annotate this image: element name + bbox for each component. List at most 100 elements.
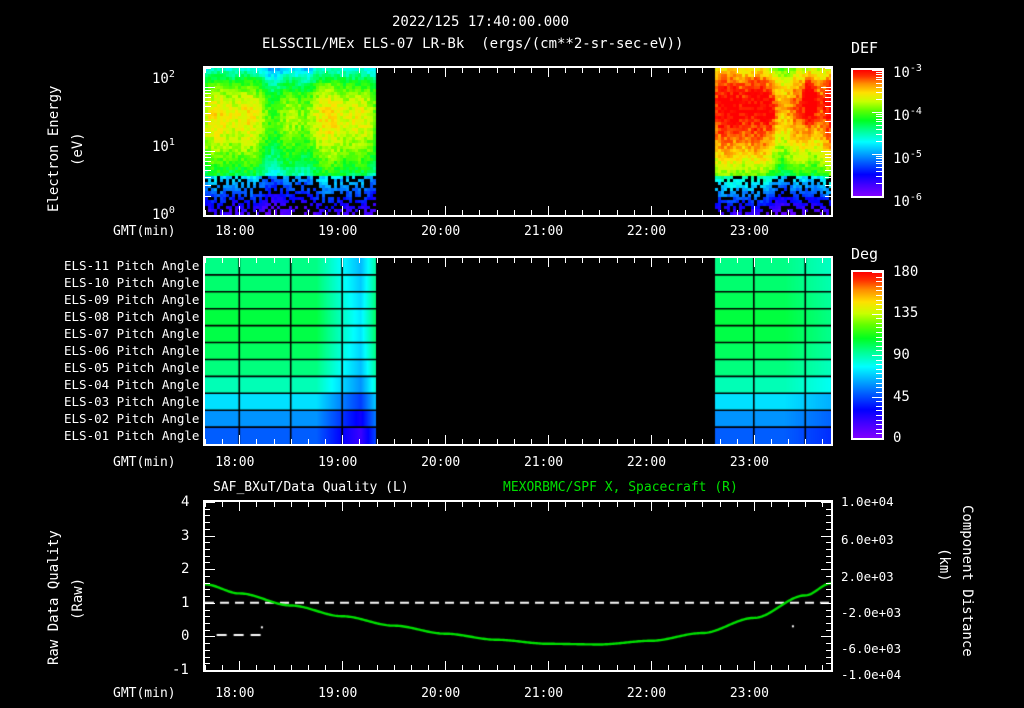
bot-x-tick-bottom (513, 665, 515, 670)
mid-x-tick-bottom (668, 439, 670, 444)
top-x-tick-bottom (273, 210, 275, 215)
mid-x-tick-top (496, 258, 498, 263)
mid-x-tick-bottom (685, 439, 687, 444)
top-y-ytick (205, 120, 211, 122)
bot-x-tick-bottom (616, 665, 618, 670)
bot-xtick-0: 18:00 (215, 686, 255, 701)
mid-x-tick-top (685, 258, 687, 263)
bot-x-tick-bottom (342, 661, 344, 670)
mid-x-tick-bottom (445, 435, 447, 444)
def-colorbar-title: DEF (851, 39, 879, 57)
spacecraft-position-panel (203, 500, 833, 672)
bot-x-tick-bottom (307, 665, 309, 670)
mid-x-tick-bottom (822, 439, 824, 444)
mid-x-tick-bottom (325, 439, 327, 444)
bot-x-tick-top (479, 502, 481, 507)
bottom-ylabel-left-line1: Raw Data Quality (46, 530, 62, 665)
top-xtick-1: 19:00 (318, 224, 358, 239)
def-cbar-tick (876, 128, 882, 130)
bot-x-tick-top (325, 502, 327, 507)
def-cbar-tick (872, 112, 882, 113)
bottom-ylabel-left-line2: (Raw) (70, 577, 86, 620)
timestamp-title: 2022/125 17:40:00.000 (392, 14, 570, 30)
top-y-ytick (205, 93, 211, 95)
top-x-tick-top (205, 68, 206, 73)
top-x-tick-top (256, 68, 258, 73)
mid-x-tick-top (565, 258, 567, 263)
bot-x-tick-top (256, 502, 258, 507)
bot-x-tick-bottom (410, 665, 412, 670)
top-y-ytick (205, 184, 211, 186)
mid-x-tick-top (736, 258, 738, 263)
def-cbar-tick (876, 76, 882, 78)
top-x-tick-bottom (376, 210, 378, 215)
mid-x-tick-bottom (256, 439, 258, 444)
bot-ytick-left-3: 1 (181, 594, 190, 611)
def-cbar-tick (872, 196, 882, 197)
top-y-ytick (205, 87, 215, 89)
mid-x-tick-bottom (633, 439, 635, 444)
electron-energy-ylabel-line2: (eV) (70, 132, 86, 166)
bot-x-tick-top (239, 502, 241, 511)
top-x-tick-bottom (513, 210, 515, 215)
bot-x-tick-top (290, 502, 292, 507)
top-y-ytick-r (825, 176, 831, 178)
bot-x-tick-top (342, 502, 344, 511)
def-cbar-tick (876, 158, 882, 160)
top-x-tick-bottom (822, 210, 824, 215)
deg-cbar-tick (876, 299, 882, 301)
top-x-tick-top (788, 68, 790, 73)
deg-cbar-tick (876, 304, 882, 306)
top-x-tick-top (702, 68, 704, 73)
top-x-tick-top (548, 68, 550, 77)
bot-x-tick-bottom (753, 661, 755, 670)
deg-cbar-tick (876, 405, 882, 407)
mid-x-tick-top (445, 258, 447, 267)
bot-ytick-right-2: 2.0e+03 (841, 569, 894, 584)
top-y-ytick-r (825, 68, 831, 69)
top-x-tick-top (736, 68, 738, 73)
def-cbar-tick (872, 154, 882, 155)
mid-x-tick-bottom (788, 439, 790, 444)
bot-x-tick-top (719, 502, 721, 507)
top-y-ytick (205, 157, 211, 159)
top-y-ytick (205, 215, 215, 216)
mid-x-tick-bottom (222, 439, 224, 444)
pitch-angle-panel (203, 256, 833, 446)
bot-y-ytick-r (826, 649, 831, 651)
top-x-tick-top (513, 68, 515, 73)
top-y-ytick-r (825, 112, 831, 114)
mid-x-tick-top (393, 258, 395, 263)
top-x-tick-top (582, 68, 584, 73)
bot-x-tick-bottom (685, 665, 687, 670)
bot-x-tick-top (633, 502, 635, 507)
mid-x-tick-top (273, 258, 275, 263)
pitch-row-label-0: ELS-11 Pitch Angle (64, 258, 200, 274)
top-x-tick-top (719, 68, 721, 73)
bot-y-ytick-r (826, 528, 831, 530)
deg-cbar-tick (876, 331, 882, 333)
def-cbar-label-0: 10-3 (893, 63, 922, 81)
deg-cbar-tick (876, 285, 882, 287)
bot-x-tick-bottom (582, 665, 584, 670)
mid-x-tick-bottom (496, 439, 498, 444)
bot-y-ytick (205, 589, 210, 591)
def-colorbar (851, 68, 884, 198)
top-x-tick-bottom (410, 210, 412, 215)
mid-xtick-1: 19:00 (318, 455, 358, 470)
pitch-row-label-3: ELS-08 Pitch Angle (64, 309, 200, 325)
bot-y-ytick (205, 569, 215, 571)
top-x-tick-bottom (530, 210, 532, 215)
top-y-ytick-r (825, 161, 831, 162)
bot-ytick-right-4: -6.0e+03 (841, 641, 902, 656)
bot-x-tick-bottom (205, 665, 206, 670)
mid-x-tick-bottom (616, 439, 618, 444)
bot-x-tick-top (650, 502, 652, 511)
bot-x-tick-top (565, 502, 567, 507)
def-cbar-tick (876, 118, 882, 120)
top-x-tick-bottom (496, 210, 498, 215)
top-x-tick-top (753, 68, 755, 77)
bottom-ylabel-right-line2: (km) (936, 548, 952, 582)
bot-x-tick-bottom (530, 665, 532, 670)
bot-xtick-2: 20:00 (421, 686, 461, 701)
